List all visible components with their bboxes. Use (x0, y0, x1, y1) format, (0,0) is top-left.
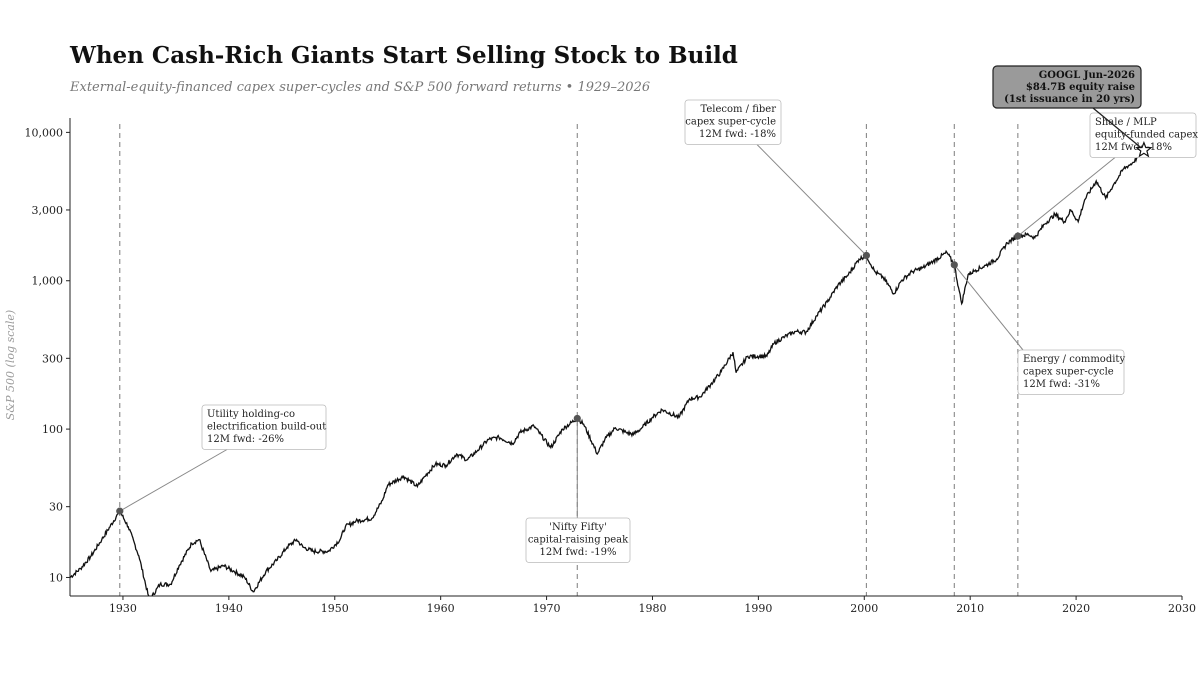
annotation-label: 12M fwd: -31% (1023, 379, 1100, 390)
annotation-box (1089, 112, 1197, 158)
y-tick-label: 3,000 (32, 204, 64, 217)
axes: 1930 1940 1950 1960 1970 1980 1990 2000 2010 2020… (25, 118, 1196, 615)
x-tick-label: 2030 (1168, 602, 1196, 615)
annotation-box (1017, 349, 1125, 395)
y-tick-label: 30 (49, 501, 63, 514)
event-marker (862, 251, 871, 260)
y-tick-label: 100 (42, 423, 63, 436)
annotation-label: Energy / commodity (1023, 354, 1125, 365)
annotation-connector (953, 264, 1024, 351)
annotation-box (525, 517, 631, 563)
y-axis-label: S&P 500 (log scale) (4, 310, 17, 420)
x-tick-label: 2000 (850, 602, 878, 615)
series-layer (70, 148, 1145, 596)
annotation-connector (119, 449, 228, 512)
annotation-label: capex super-cycle (685, 117, 776, 128)
highlight-star-marker (1135, 140, 1153, 158)
chart-title: When Cash-Rich Giants Start Selling Stoc… (70, 42, 738, 69)
x-tick-label: 2020 (1062, 602, 1090, 615)
x-tick-label: 1930 (109, 602, 137, 615)
highlight-label: $84.7B equity raise (1026, 82, 1135, 93)
y-tick-label: 10,000 (25, 126, 64, 139)
y-tick-label: 300 (42, 352, 63, 365)
highlight-label: (1st issuance in 20 yrs) (1004, 94, 1135, 105)
x-tick-label: 1950 (321, 602, 349, 615)
x-tick-label: 1960 (427, 602, 455, 615)
y-tick-label: 10 (49, 571, 63, 584)
sp500-line (70, 148, 1145, 596)
x-tick-label: 1940 (215, 602, 243, 615)
annotation-box (201, 404, 327, 450)
event-marker (1014, 232, 1022, 240)
event-marker (950, 261, 958, 269)
annotation-label: Utility holding-co (207, 409, 295, 420)
highlight-label: GOOGL Jun-2026 (1039, 70, 1135, 81)
y-tick-label: 1,000 (32, 275, 64, 288)
annotation-connector (756, 144, 867, 256)
annotation-label: electrification build-out (207, 422, 326, 433)
annotation-label: 'Nifty Fifty' (549, 522, 607, 533)
event-marker (116, 507, 124, 515)
annotations-layer: Utility holding-co electrification build-… (116, 65, 1198, 563)
x-tick-label: 1970 (533, 602, 561, 615)
annotation-label: Telecom / fiber (700, 104, 776, 115)
chart-subtitle: External-equity-financed capex super-cyc… (70, 80, 651, 95)
annotation-label: 12M fwd: -19% (540, 547, 617, 558)
annotation-connector (1017, 157, 1116, 237)
annotation-label: 12M fwd: -18% (699, 129, 776, 140)
highlight-connector (1092, 107, 1145, 151)
annotation-label: capex super-cycle (1023, 367, 1114, 378)
annotation-label: Shale / MLP (1095, 117, 1157, 128)
event-marker (573, 414, 581, 423)
highlight-box (992, 65, 1142, 109)
annotation-label: equity-funded capex (1095, 130, 1198, 141)
annotation-label: 12M fwd: -26% (207, 434, 284, 445)
x-tick-label: 1980 (638, 602, 666, 615)
x-tick-label: 1990 (744, 602, 772, 615)
annotation-label: 12M fwd: -18% (1095, 142, 1172, 153)
annotation-box (684, 99, 782, 145)
x-tick-label: 2010 (956, 602, 984, 615)
annotation-label: capital-raising peak (528, 535, 629, 546)
